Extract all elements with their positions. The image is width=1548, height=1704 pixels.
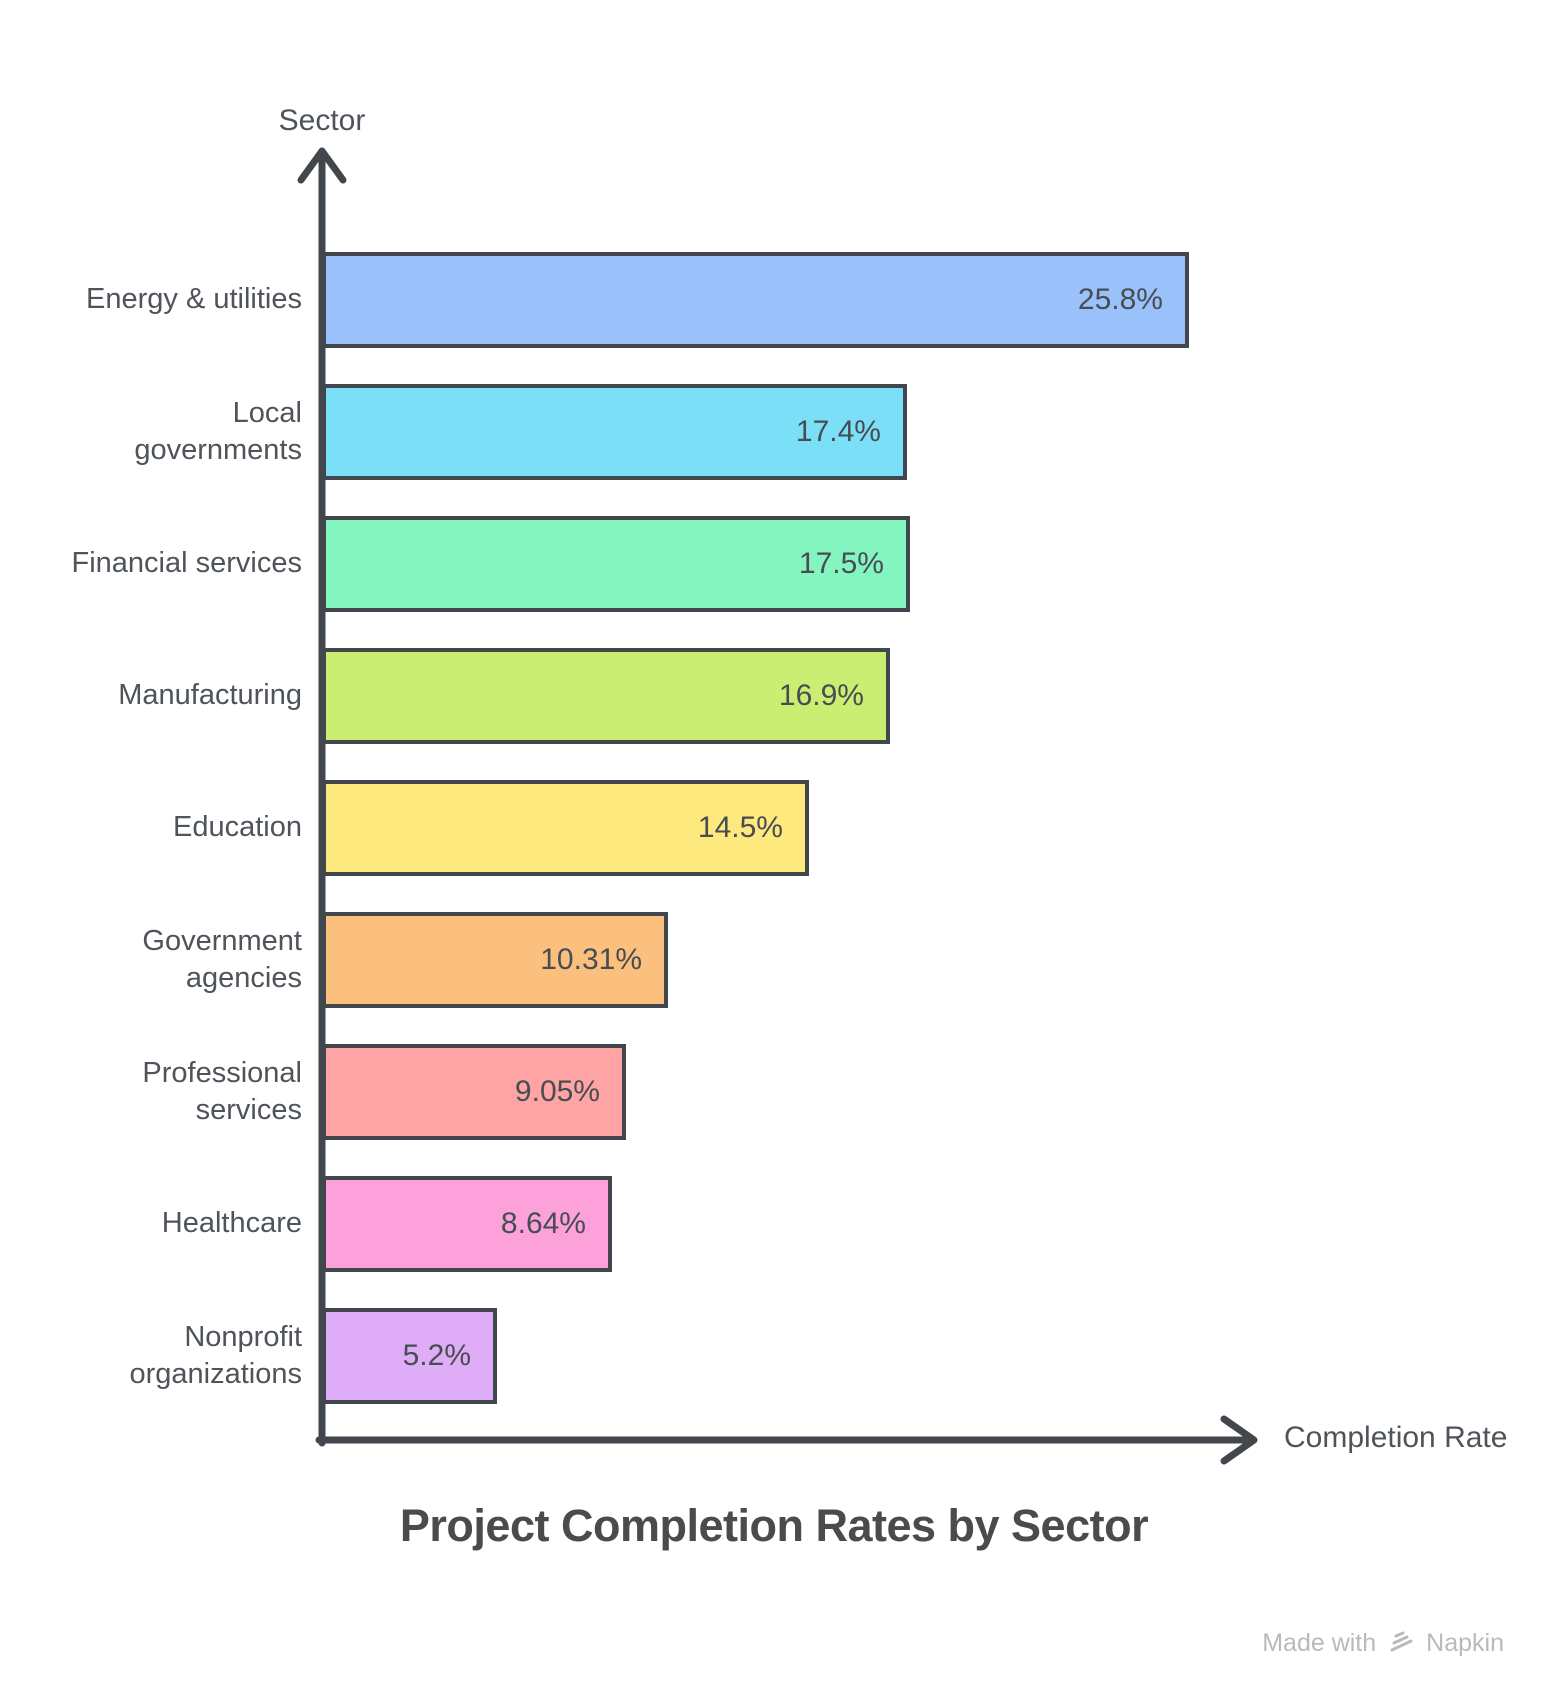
chart-title: Project Completion Rates by Sector — [399, 1500, 1149, 1551]
category-label: Government agencies — [142, 924, 302, 994]
bar: 17.4% — [322, 384, 907, 480]
bar: 14.5% — [322, 780, 809, 876]
made-with-text: Made with — [1262, 1628, 1377, 1657]
bar-row: Energy & utilities 25.8% — [0, 252, 1548, 348]
bar-row: Financial services 17.5% — [0, 516, 1548, 612]
category-label: Healthcare — [161, 1207, 302, 1240]
bar: 17.5% — [322, 516, 910, 612]
bar-value-label: 10.31% — [540, 943, 642, 976]
category-label: Local governments — [134, 396, 302, 466]
bar-value-label: 5.2% — [402, 1339, 471, 1372]
bar: 16.9% — [322, 648, 890, 744]
y-axis-label: Sector — [278, 104, 366, 137]
x-axis-label: Completion Rate — [1284, 1421, 1508, 1454]
napkin-logo-icon — [1386, 1628, 1416, 1658]
footer-branding: Made with Napkin — [1262, 1628, 1504, 1658]
category-label: Professional services — [142, 1056, 302, 1126]
bar-value-label: 17.5% — [798, 547, 884, 580]
bar-value-label: 9.05% — [514, 1075, 600, 1108]
category-label: Nonprofit organizations — [129, 1320, 303, 1390]
bar-row: Healthcare 8.64% — [0, 1176, 1548, 1272]
category-label: Manufacturing — [118, 679, 302, 712]
y-axis-arrow-icon — [297, 147, 347, 184]
bar: 5.2% — [322, 1308, 497, 1404]
bar: 9.05% — [322, 1044, 626, 1140]
category-label: Financial services — [71, 547, 302, 580]
bar-row: Education 14.5% — [0, 780, 1548, 876]
bar-row: Local governments 17.4% — [0, 384, 1548, 480]
category-label: Education — [173, 811, 302, 844]
category-label: Energy & utilities — [86, 283, 302, 316]
bar-rows: Energy & utilities 25.8% Local governments… — [0, 252, 1548, 1440]
bar-value-label: 8.64% — [500, 1207, 586, 1240]
bar-value-label: 14.5% — [697, 811, 783, 844]
napkin-brand-text: Napkin — [1426, 1628, 1504, 1657]
bar: 25.8% — [322, 252, 1189, 348]
bar-value-label: 25.8% — [1077, 283, 1163, 316]
bar-row: Nonprofit organizations 5.2% — [0, 1308, 1548, 1404]
bar-row: Professional services 9.05% — [0, 1044, 1548, 1140]
bar-row: Government agencies 10.31% — [0, 912, 1548, 1008]
bar: 10.31% — [322, 912, 668, 1008]
bar-row: Manufacturing 16.9% — [0, 648, 1548, 744]
bar: 8.64% — [322, 1176, 612, 1272]
bar-value-label: 17.4% — [795, 415, 881, 448]
bar-value-label: 16.9% — [778, 679, 864, 712]
